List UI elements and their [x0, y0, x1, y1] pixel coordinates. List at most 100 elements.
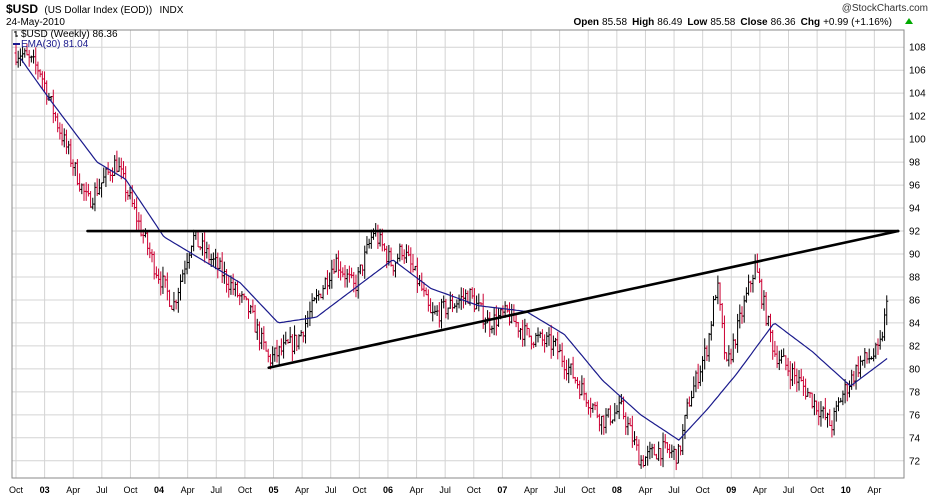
ohlc-bar: [43, 71, 47, 93]
ohlc-bar: [433, 305, 437, 315]
ohlc-bar: [565, 359, 569, 381]
y-tick-label: 82: [909, 341, 921, 352]
ohlc-bar: [529, 335, 533, 350]
x-tick-label: 09: [726, 485, 736, 495]
x-tick-label: 06: [383, 485, 393, 495]
ohlc-bar: [27, 49, 31, 67]
ohlc-bar: [308, 301, 312, 327]
ohlc-bar: [440, 298, 444, 329]
ohlc-bar: [310, 293, 314, 318]
symbol-name: (US Dollar Index (EOD)): [44, 5, 152, 16]
ohlc-bar: [828, 409, 832, 427]
x-tick-label: Jul: [96, 485, 108, 495]
ohlc-bar: [663, 434, 667, 449]
ohlc-bar: [150, 249, 154, 263]
ohlc-bar: [159, 271, 163, 296]
x-tick-label: Apr: [295, 485, 309, 495]
ohlc-bar: [749, 280, 753, 293]
ohlc-bar: [275, 339, 279, 363]
ohlc-bar: [694, 370, 698, 393]
ohlc-bar: [102, 167, 106, 184]
ohlc-bar: [707, 332, 711, 362]
ohlc-bar: [727, 345, 731, 367]
ohlc-bar: [837, 397, 841, 412]
stat-value: 85.58: [602, 17, 627, 28]
ohlc-bar: [345, 268, 349, 288]
ohlc-bar: [847, 380, 851, 398]
ohlc-bar: [121, 161, 125, 178]
ohlc-bar: [650, 443, 654, 459]
x-tick-label: Jul: [325, 485, 337, 495]
ohlc-bar: [64, 129, 68, 155]
ohlc-bar: [227, 274, 231, 298]
ohlc-bar: [477, 293, 481, 312]
ohlc-bar: [179, 274, 183, 301]
ohlc-bar: [624, 412, 628, 435]
ohlc-bar: [876, 338, 880, 355]
credit: @StockCharts.com: [842, 3, 928, 14]
x-tick-label: 07: [497, 485, 507, 495]
ohlc-bar: [883, 308, 887, 341]
ohlc-bar: [455, 299, 459, 313]
horizontal-gridlines: [12, 46, 904, 462]
ohlc-bar: [747, 274, 751, 296]
ohlc-bar: [720, 303, 724, 329]
ohlc-bar: [288, 326, 292, 344]
x-tick-label: Apr: [867, 485, 881, 495]
ohlc-bar: [672, 445, 676, 461]
ohlc-bar: [711, 295, 715, 327]
ohlc-bar: [391, 264, 395, 276]
ohlc-bar: [718, 282, 722, 311]
x-tick-label: Oct: [123, 485, 138, 495]
stat-label: Open: [573, 17, 599, 28]
x-tick-label: Apr: [638, 485, 652, 495]
ohlc-bar: [86, 183, 90, 197]
ohlc-bar: [646, 445, 650, 466]
ohlc-bar: [606, 408, 610, 418]
ohlc-bar: [148, 242, 152, 259]
ohlc-bar: [205, 241, 209, 259]
ohlc-bar: [170, 305, 174, 310]
ohlc-bar: [549, 324, 553, 359]
ohlc-bar: [639, 455, 643, 469]
x-tick-label: Oct: [9, 485, 24, 495]
ohlc-bar: [823, 397, 827, 421]
x-tick-label: 03: [40, 485, 50, 495]
stat-value: 86.36: [771, 17, 796, 28]
ohlc-bar: [850, 369, 854, 390]
ohlc-bar: [152, 251, 156, 280]
ohlc-bar: [424, 287, 428, 296]
ohlc-bar: [82, 183, 86, 201]
y-tick-label: 106: [909, 66, 926, 77]
ohlc-bar: [764, 291, 768, 326]
x-axis-ticks: Oct 03 Apr Jul Oct 04 Apr Jul Oct 05 Apr Jul Oct 06 Ap…: [9, 485, 881, 495]
trendline-support: [267, 229, 900, 370]
ohlc-bar: [75, 159, 79, 186]
ohlc-bar: [766, 315, 770, 327]
ohlc-bar: [58, 122, 62, 140]
ema-line: [20, 58, 888, 441]
ohlc-bar: [233, 281, 237, 297]
ohlc-bar: [240, 291, 244, 303]
ohlc-bar: [545, 331, 549, 348]
ohlc-bar: [192, 229, 196, 252]
x-tick-label: Oct: [352, 485, 367, 495]
x-tick-label: Jul: [554, 485, 566, 495]
y-tick-label: 72: [909, 456, 921, 467]
y-tick-label: 102: [909, 112, 926, 123]
trendlines: [86, 229, 900, 370]
ohlc-bar: [409, 247, 413, 274]
legend: $USD (Weekly) 86.36 EMA(30) 81.04: [13, 29, 118, 50]
ohlc-bar: [709, 321, 713, 341]
ohlc-bar: [266, 348, 270, 363]
ohlc-bar: [841, 390, 845, 406]
ohlc-bar: [578, 380, 582, 400]
ohlc-bar: [819, 401, 823, 427]
x-tick-label: Oct: [696, 485, 711, 495]
ohlc-bar: [795, 368, 799, 392]
ohlc-bar: [347, 265, 351, 283]
ohlc-bar: [146, 231, 150, 256]
ohlc-bar: [630, 415, 634, 448]
ohlc-bar: [446, 307, 450, 320]
ohlc-bar: [293, 325, 297, 355]
